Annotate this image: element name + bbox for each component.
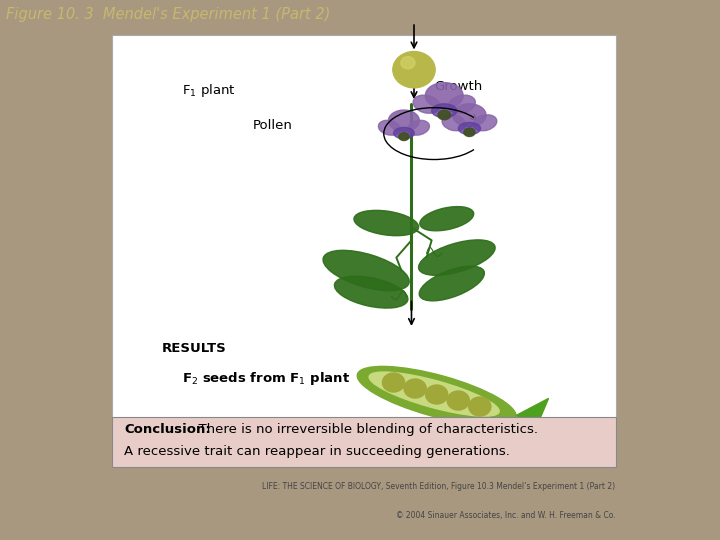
Ellipse shape [438, 110, 451, 120]
Ellipse shape [419, 266, 485, 301]
Ellipse shape [464, 128, 475, 137]
Polygon shape [516, 399, 549, 422]
Ellipse shape [323, 251, 409, 291]
Ellipse shape [420, 207, 474, 231]
Ellipse shape [357, 367, 516, 425]
Circle shape [426, 385, 448, 404]
Ellipse shape [408, 120, 429, 135]
Text: Growth: Growth [434, 79, 482, 92]
Ellipse shape [426, 83, 463, 109]
Ellipse shape [399, 133, 409, 140]
Circle shape [393, 51, 435, 88]
Ellipse shape [413, 95, 440, 113]
Text: There is no irreversible blending of characteristics.: There is no irreversible blending of cha… [190, 423, 538, 436]
Text: RESULTS: RESULTS [162, 342, 227, 355]
Ellipse shape [369, 372, 499, 416]
Text: Conclusion:: Conclusion: [124, 423, 211, 436]
Ellipse shape [473, 115, 497, 131]
Text: A recessive trait can reappear in succeeding generations.: A recessive trait can reappear in succee… [124, 446, 510, 458]
Text: F$_1$ plant: F$_1$ plant [182, 82, 236, 99]
Ellipse shape [459, 123, 480, 134]
Ellipse shape [354, 211, 418, 235]
Ellipse shape [334, 276, 408, 308]
Ellipse shape [442, 115, 466, 131]
Ellipse shape [453, 104, 486, 126]
Circle shape [447, 391, 469, 410]
Text: F$_2$ seeds from F$_1$ plant: F$_2$ seeds from F$_1$ plant [182, 370, 351, 387]
Circle shape [404, 379, 426, 398]
Ellipse shape [449, 95, 475, 113]
Text: © 2004 Sinauer Associates, Inc. and W. H. Freeman & Co.: © 2004 Sinauer Associates, Inc. and W. H… [396, 511, 616, 521]
FancyBboxPatch shape [112, 417, 616, 467]
Text: Pollen: Pollen [253, 119, 292, 132]
Ellipse shape [388, 110, 420, 131]
Text: Figure 10. 3  Mendel's Experiment 1 (Part 2): Figure 10. 3 Mendel's Experiment 1 (Part… [6, 7, 330, 22]
Text: LIFE: THE SCIENCE OF BIOLOGY, Seventh Edition, Figure 10.3 Mendel’s Experiment 1: LIFE: THE SCIENCE OF BIOLOGY, Seventh Ed… [263, 482, 616, 491]
Circle shape [382, 373, 405, 392]
Circle shape [469, 397, 491, 416]
Circle shape [401, 57, 415, 69]
Ellipse shape [379, 120, 400, 135]
Ellipse shape [418, 240, 495, 275]
Ellipse shape [394, 127, 414, 139]
Ellipse shape [431, 104, 457, 118]
